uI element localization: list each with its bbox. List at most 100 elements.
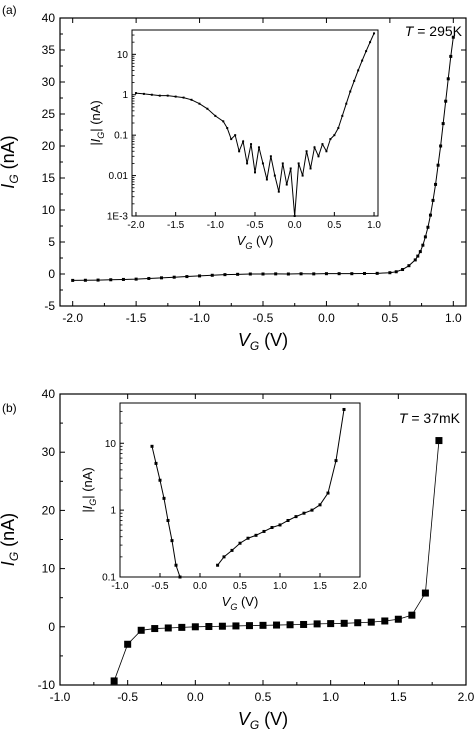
- panel-a-data-point: [210, 273, 214, 277]
- panel-a-inset-x-tick-label: -1.0: [207, 220, 225, 231]
- panel-a-inset-data-point: [373, 32, 376, 35]
- panel-b-data-point: [178, 623, 186, 631]
- panel-a-y-axis-label-unit: (nA): [0, 135, 18, 174]
- panel-b-inset-x-tick-label: 0.5: [233, 581, 247, 592]
- panel-b-annotation-value: = 37mK: [407, 410, 460, 426]
- panel-a-inset-x-axis-label: VG (V): [237, 233, 274, 251]
- panel-a-data-point: [324, 272, 328, 276]
- panel-a-annotation-var: T: [405, 23, 415, 39]
- panel-b-inset-frame: [119, 402, 361, 578]
- panel-a-data-point: [286, 272, 290, 276]
- panel-a-inset-data-point: [206, 107, 209, 110]
- panel-b-data-point: [124, 640, 132, 648]
- panel-a-inset-data-point: [277, 190, 280, 193]
- panel-a-y-tick-label: 0: [48, 267, 55, 281]
- panel-b-y-tick-label: 30: [42, 445, 56, 459]
- panel-a-y-axis-label-sub: G: [7, 174, 21, 183]
- panel-b-inset-data-point: [286, 518, 290, 522]
- panel-b-x-tick-label: 0.5: [255, 690, 272, 704]
- panel-b-data-point: [421, 589, 429, 597]
- panel-a-inset-data-point: [305, 150, 308, 153]
- panel-b-inset-data-point: [162, 496, 166, 500]
- panel-a-data-point: [431, 198, 435, 202]
- panel-a-inset-x-tick-label: -2.0: [127, 220, 145, 231]
- panel-b-x-tick-label: -1.0: [50, 690, 71, 704]
- panel-a-inset-data-point: [333, 134, 336, 137]
- panel-a-data-point: [401, 268, 405, 272]
- panel-a-inset-data-point: [281, 162, 284, 165]
- panel-b-data-point: [232, 622, 240, 630]
- panel-b-data-point: [381, 617, 389, 625]
- panel-b-inset-x-axis-label-unit: (V): [237, 594, 258, 609]
- panel-a-inset-series-line: [135, 33, 375, 217]
- panel-a-data-point: [436, 163, 440, 167]
- panel-a-inset-data-point: [222, 120, 225, 123]
- panel-a-inset-x-tick-label: 0.0: [288, 220, 302, 231]
- panel-a-inset-data-point: [321, 143, 324, 146]
- panel-a-x-tick-label: -2.0: [62, 311, 83, 325]
- panel-b-y-tick-label: 10: [42, 562, 56, 576]
- panel-a-x-axis-label-unit: (V): [259, 330, 288, 350]
- panel-b-inset-x-tick-label: -0.5: [151, 581, 169, 592]
- panel-a-inset-y-tick-label: 0.1: [114, 131, 128, 142]
- panel-b-data-point: [367, 618, 375, 626]
- panel-a-x-tick-label: -1.0: [189, 311, 210, 325]
- panel-b-inset-x-axis-label: VG (V): [222, 594, 259, 612]
- panel-a-x-tick-label: 0.0: [318, 311, 335, 325]
- panel-a-inset-data-point: [254, 171, 256, 174]
- panel-a-data-point: [185, 275, 189, 279]
- panel-b-inset-data-point: [166, 518, 170, 522]
- panel-a-inset-data-point: [269, 155, 272, 158]
- panel-b-x-axis-label-sub: G: [250, 718, 259, 732]
- panel-a-inset-y-axis-label-sub: G: [96, 132, 106, 139]
- panel-b-inset-data-point: [150, 444, 154, 448]
- panel-a-data-point: [444, 99, 448, 103]
- panel-a-y-axis-label-var: I: [0, 184, 18, 189]
- panel-a-data-point: [147, 276, 151, 280]
- panel-a-data-point: [446, 77, 450, 81]
- panel-a-data-point: [96, 278, 100, 282]
- panel-a-inset-x-axis-label-unit: (V): [252, 233, 273, 248]
- panel-a-inset-data-point: [230, 138, 233, 141]
- panel-b-inset-data-point: [334, 459, 338, 463]
- panel-a-inset-data-point: [297, 162, 300, 165]
- panel-a-data-point: [337, 272, 341, 276]
- panel-a-x-tick-label: 0.5: [382, 311, 399, 325]
- panel-a-inset-data-point: [238, 150, 241, 153]
- panel-a-data-point: [248, 272, 252, 276]
- panel-a-y-tick-label: 20: [42, 139, 56, 153]
- panel-a-inset-y-axis-label-unit: | (nA): [88, 100, 103, 132]
- panel-a-y-axis-label: IG (nA): [0, 135, 21, 188]
- panel-b-data-point: [354, 619, 362, 627]
- panel-b-data-point: [110, 677, 118, 685]
- panel-b-data-point: [340, 619, 348, 627]
- panel-a-inset-data-point: [365, 50, 368, 53]
- panel-b-inset-x-tick-label: -1.0: [111, 581, 129, 592]
- panel-b-inset-data-point: [294, 515, 298, 519]
- panel-a-inset-data-point: [337, 127, 340, 130]
- panel-b-inset-data-point: [270, 525, 274, 529]
- panel-a-inset-data-point: [341, 114, 344, 117]
- panel-a-data-point: [451, 35, 455, 39]
- panel-b-inset-series-line: [151, 446, 181, 578]
- panel-b-data-point: [435, 437, 443, 445]
- panel-b-inset-data-point: [170, 539, 174, 543]
- panel-a-inset-x-tick-label: -0.5: [246, 220, 264, 231]
- panel-a-label: (a): [2, 3, 17, 17]
- panel-b-inset-data-point: [302, 511, 306, 515]
- panel-b-inset-x-tick-label: 0.0: [193, 581, 207, 592]
- panel-b-data-point: [300, 620, 308, 628]
- panel-a-inset-data-point: [174, 95, 177, 98]
- panel-a-inset-x-axis-label-var: V: [237, 233, 247, 248]
- panel-a-data-point: [223, 273, 227, 277]
- panel-b-inset-data-point: [310, 508, 314, 512]
- panel-a-data-point: [421, 243, 425, 247]
- panel-a-x-axis-label-var: V: [238, 330, 252, 350]
- panel-a-inset-y-tick-label: 1: [122, 90, 128, 101]
- panel-a-inset-y-tick-label: 10: [117, 50, 129, 61]
- panel-a-data-point: [312, 272, 316, 276]
- panel-a-data-point: [439, 144, 443, 148]
- panel-a-data-point: [416, 254, 420, 258]
- panel-a-data-point: [394, 270, 398, 274]
- panel-a-inset-data-point: [301, 174, 304, 177]
